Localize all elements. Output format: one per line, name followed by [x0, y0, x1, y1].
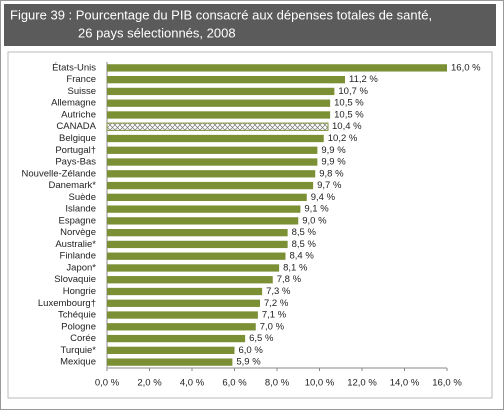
chart-title: Figure 39 : Pourcentage du PIB consacré … [10, 7, 432, 22]
y-tick-label: Norvège [60, 227, 96, 238]
y-tick-label: Hongrie [63, 286, 96, 297]
value-label: 8,5 % [292, 227, 317, 238]
x-tick-label: 10,0 % [305, 378, 335, 389]
y-tick-label: Tchéquie [58, 310, 96, 321]
value-label: 8,5 % [292, 239, 317, 250]
bar [107, 299, 260, 307]
y-tick-label: Suisse [67, 86, 96, 97]
value-label: 7,0 % [260, 321, 285, 332]
value-label: 10,4 % [332, 121, 362, 132]
y-tick-label: Corée [70, 333, 96, 344]
value-label: 8,4 % [290, 251, 315, 262]
value-label: 10,2 % [328, 133, 358, 144]
bar [107, 287, 263, 296]
x-tick-label: 6,0 % [222, 378, 247, 389]
value-label: 16,0 % [451, 62, 481, 73]
x-tick-label: 14,0 % [390, 378, 420, 389]
value-label: 10,5 % [334, 98, 364, 109]
value-label: 9,7 % [317, 180, 342, 191]
x-tick-label: 8,0 % [265, 378, 290, 389]
y-tick-label: Espagne [58, 215, 96, 226]
chart-subtitle: 26 pays sélectionnés, 2008 [78, 25, 236, 40]
bar [107, 217, 299, 225]
value-label: 5,9 % [236, 357, 261, 368]
value-label: 6,0 % [239, 345, 264, 356]
y-tick-label: Pays-Bas [55, 157, 96, 168]
value-label: 8,1 % [283, 262, 308, 273]
bar [107, 146, 318, 154]
bar [106, 122, 329, 131]
value-label: 9,0 % [302, 215, 327, 226]
y-tick-label: Suède [69, 192, 96, 203]
x-tick-label: 2,0 % [137, 378, 162, 389]
value-label: 6,5 % [249, 333, 274, 344]
value-label: 9,8 % [319, 168, 344, 179]
y-tick-label: Nouvelle-Zélande [22, 168, 96, 179]
bar [107, 170, 316, 178]
value-label: 9,9 % [321, 145, 346, 156]
bar [107, 193, 307, 201]
value-label: 7,1 % [262, 310, 287, 321]
value-label: 7,2 % [264, 298, 289, 309]
bar [107, 358, 233, 366]
bar [107, 323, 256, 331]
bar [107, 346, 235, 354]
y-tick-label: Autriche [61, 109, 96, 120]
value-label: 10,5 % [334, 109, 364, 120]
bar [107, 158, 318, 166]
y-tick-label: Slovaquie [54, 274, 96, 285]
bar [107, 99, 331, 107]
title-banner [4, 4, 496, 46]
y-tick-label: Mexique [60, 357, 96, 368]
y-tick-label: Belgique [59, 133, 96, 144]
y-tick-label: CANADA [56, 121, 96, 132]
y-tick-label: Finlande [60, 251, 96, 262]
plot-frame [7, 51, 493, 399]
x-tick-label: 0,0 % [95, 378, 120, 389]
bar [107, 134, 324, 143]
x-tick-label: 12,0 % [347, 378, 377, 389]
y-tick-label: Australie* [55, 239, 96, 250]
y-tick-label: France [66, 74, 96, 85]
bar [107, 181, 314, 190]
bar [107, 111, 331, 119]
y-tick-label: États-Unis [52, 62, 96, 73]
bar [107, 76, 345, 84]
value-label: 10,7 % [338, 86, 368, 97]
y-tick-label: Allemagne [51, 98, 96, 109]
bar [107, 311, 258, 319]
x-tick-label: 16,0 % [432, 378, 462, 389]
bar [107, 87, 335, 96]
bar [107, 334, 246, 343]
y-tick-label: Pologne [61, 321, 96, 332]
y-tick-label: Islande [65, 204, 96, 215]
bar [107, 252, 286, 260]
y-tick-label: Portugal† [55, 145, 96, 156]
value-label: 9,1 % [304, 204, 329, 215]
y-tick-label: Luxembourg† [38, 298, 96, 309]
bar [107, 240, 288, 249]
bar [107, 264, 280, 272]
bar [107, 64, 447, 72]
y-tick-label: Japon* [66, 262, 96, 273]
value-label: 11,2 % [349, 74, 378, 85]
bar [107, 205, 301, 213]
value-label: 7,3 % [266, 286, 291, 297]
value-label: 9,9 % [321, 157, 346, 168]
bar [107, 229, 288, 237]
bar [107, 276, 273, 284]
value-label: 7,8 % [277, 274, 302, 285]
value-label: 9,4 % [311, 192, 336, 203]
y-tick-label: Turquie* [60, 345, 96, 356]
y-tick-label: Danemark* [48, 180, 96, 191]
x-tick-label: 4,0 % [180, 378, 205, 389]
